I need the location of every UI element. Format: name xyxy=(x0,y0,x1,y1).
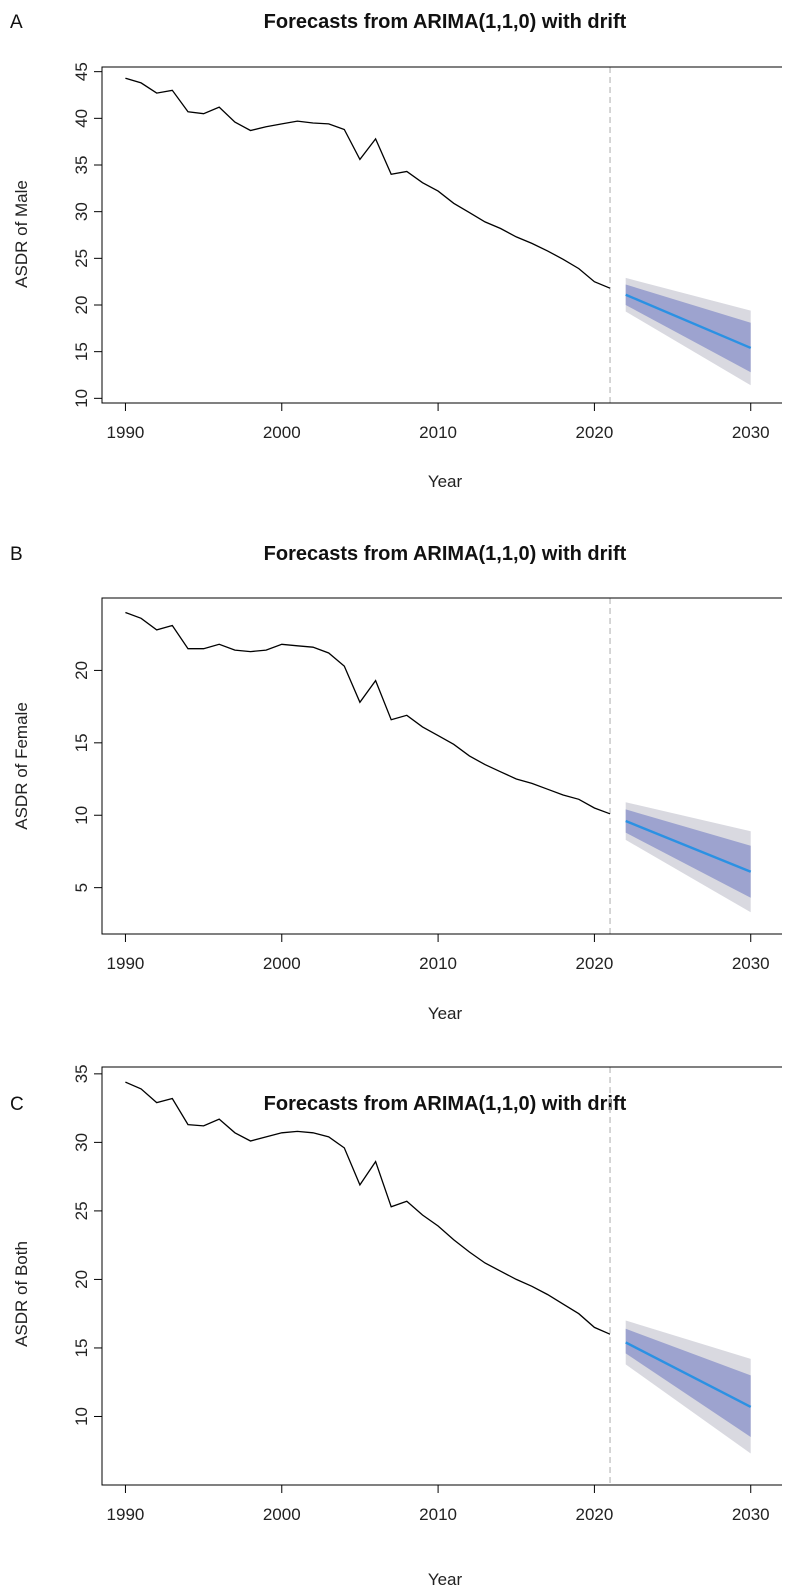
x-tick-label: 2000 xyxy=(263,1505,301,1524)
panel-b-ylabel: ASDR of Female xyxy=(12,702,31,830)
x-tick-label: 2030 xyxy=(732,1505,770,1524)
y-tick-label: 15 xyxy=(72,1338,91,1357)
panel-c-letter: C xyxy=(10,1094,24,1115)
y-tick-label: 35 xyxy=(72,1064,91,1083)
panel-c-plot: 10 15 20 25 30 35 1990 2000 2010 2020 2030 xyxy=(72,1064,782,1524)
observed-series-line xyxy=(125,1081,611,1335)
x-tick-label: 2020 xyxy=(575,1505,613,1524)
y-tick-label: 30 xyxy=(72,202,91,221)
y-tick-label: 20 xyxy=(72,661,91,680)
x-tick-label: 2010 xyxy=(419,954,457,973)
panel-c-xlabel: Year xyxy=(428,1570,463,1589)
panel-a-ylabel: ASDR of Male xyxy=(12,180,31,288)
y-tick-label: 25 xyxy=(72,1201,91,1220)
x-tick-label: 1990 xyxy=(107,954,145,973)
x-tick-label: 2000 xyxy=(263,423,301,442)
panel-a: A Forecasts from ARIMA(1,1,0) with drift… xyxy=(10,11,782,491)
plot-frame xyxy=(101,1066,782,1486)
panel-a-plot: 10 15 20 25 30 35 40 45 1990 2000 2010 2020 2030 xyxy=(72,62,782,442)
x-tick-label: 2010 xyxy=(419,1505,457,1524)
panel-a-letter: A xyxy=(10,12,23,33)
y-tick-label: 15 xyxy=(72,733,91,752)
x-tick-label: 2010 xyxy=(419,423,457,442)
x-tick-label: 2030 xyxy=(732,423,770,442)
prediction-interval-80 xyxy=(625,284,751,373)
panel-c-title: Forecasts from ARIMA(1,1,0) with drift xyxy=(264,1093,627,1115)
y-tick-label: 5 xyxy=(72,883,91,892)
forecast-mean-line xyxy=(625,293,752,350)
y-tick-label: 10 xyxy=(72,389,91,408)
panel-b: B Forecasts from ARIMA(1,1,0) with drift… xyxy=(10,543,782,1023)
panel-b-title: Forecasts from ARIMA(1,1,0) with drift xyxy=(264,543,627,565)
y-tick-label: 15 xyxy=(72,342,91,361)
x-tick-label: 2020 xyxy=(575,954,613,973)
panel-b-xlabel: Year xyxy=(428,1004,463,1023)
forecast-mean-line xyxy=(625,819,752,873)
forecast-mean-line xyxy=(625,1341,752,1408)
x-tick-label: 2020 xyxy=(575,423,613,442)
x-tick-label: 2030 xyxy=(732,954,770,973)
y-tick-label: 10 xyxy=(72,806,91,825)
y-tick-label: 40 xyxy=(72,109,91,128)
x-tick-label: 2000 xyxy=(263,954,301,973)
y-tick-label: 20 xyxy=(72,1270,91,1289)
panel-b-plot: 5 10 15 20 1990 2000 2010 2020 2030 xyxy=(72,597,782,973)
y-tick-label: 30 xyxy=(72,1133,91,1152)
prediction-interval-80 xyxy=(625,809,751,898)
observed-series-line xyxy=(125,77,611,289)
y-tick-label: 35 xyxy=(72,156,91,175)
y-tick-label: 25 xyxy=(72,249,91,268)
observed-series-line xyxy=(125,611,611,815)
panel-c: C Forecasts from ARIMA(1,1,0) with drift… xyxy=(10,1064,782,1589)
y-tick-label: 45 xyxy=(72,62,91,81)
panel-a-title: Forecasts from ARIMA(1,1,0) with drift xyxy=(264,11,627,33)
panel-a-xlabel: Year xyxy=(428,472,463,491)
panel-c-ylabel: ASDR of Both xyxy=(12,1241,31,1347)
panel-b-letter: B xyxy=(10,544,23,565)
x-tick-label: 1990 xyxy=(107,423,145,442)
plot-frame xyxy=(101,597,782,935)
y-tick-label: 10 xyxy=(72,1407,91,1426)
y-tick-label: 20 xyxy=(72,296,91,315)
prediction-interval-80 xyxy=(625,1328,751,1437)
plot-frame xyxy=(101,66,782,404)
x-tick-label: 1990 xyxy=(107,1505,145,1524)
